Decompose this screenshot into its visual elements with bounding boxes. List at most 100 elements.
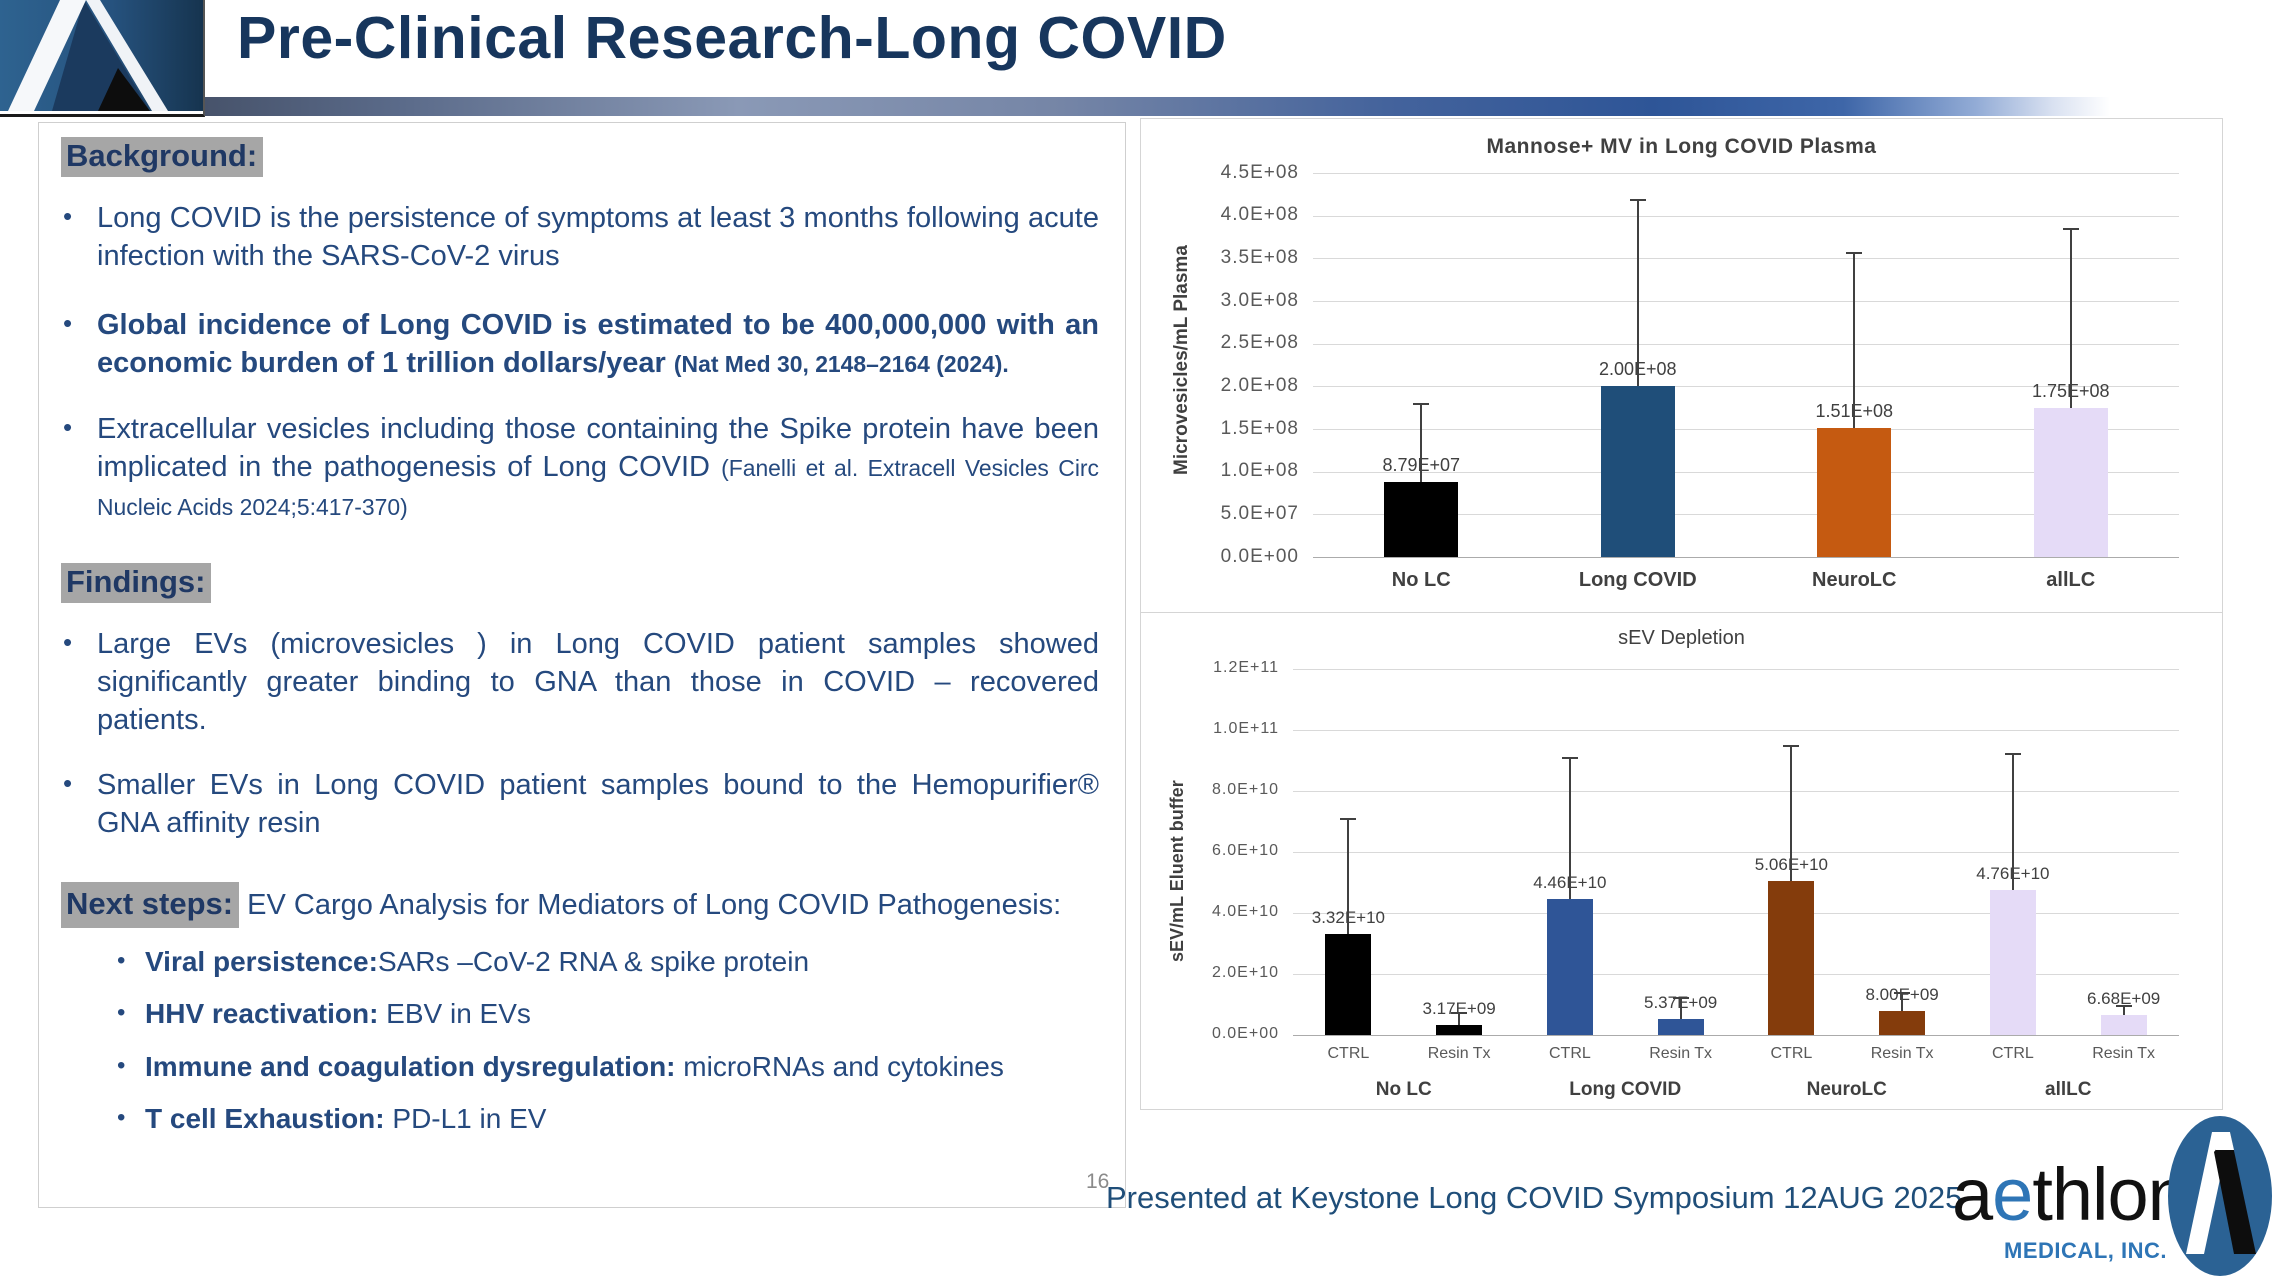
- value-label: 8.00E+09: [1865, 984, 1939, 1004]
- error-bar-cap: [1783, 745, 1800, 748]
- sub-category-label: Resin Tx: [1649, 1045, 1713, 1062]
- category-label: No LC: [1391, 569, 1451, 591]
- gridline: [1313, 301, 2179, 302]
- value-label: 4.46E+10: [1533, 872, 1607, 892]
- background-list: Long COVID is the persistence of symptom…: [39, 199, 1099, 525]
- value-label: 1.75E+08: [2031, 380, 2110, 401]
- text-run: Immune and coagulation dysregulation:: [145, 1050, 684, 1082]
- sub-category-label: Resin Tx: [1870, 1045, 1934, 1062]
- bar: [1546, 898, 1593, 1035]
- text-run: Global incidence of Long COVID is estima…: [97, 308, 1099, 379]
- next-steps-paragraph: Next steps: EV Cargo Analysis for Mediat…: [61, 882, 1099, 929]
- sub-category-label: CTRL: [1991, 1045, 2034, 1062]
- value-label: 1.51E+08: [1815, 401, 1894, 422]
- gridline: [1293, 730, 2179, 731]
- bullet-item: Smaller EVs in Long COVID patient sample…: [39, 766, 1099, 843]
- sub-category-label: CTRL: [1327, 1045, 1370, 1062]
- text-run: microRNAs and cytokines: [683, 1050, 1004, 1082]
- group-label: No LC: [1375, 1079, 1432, 1100]
- text-run: Large EVs (microvesicles ) in Long COVID…: [97, 627, 1099, 737]
- gridline: [1313, 514, 2179, 516]
- text-run: PD-L1 in EV: [392, 1103, 547, 1135]
- sub-category-label: CTRL: [1548, 1045, 1591, 1062]
- y-axis-label: Microvesicles/mL Plasma: [1171, 245, 1192, 475]
- y-tick-label: 4.5E+08: [1220, 161, 1299, 183]
- error-bar-cap: [1629, 198, 1646, 201]
- error-bar: [1790, 745, 1793, 881]
- y-tick-label: 3.0E+08: [1220, 289, 1299, 311]
- mountain-a-circle-icon: [2168, 1116, 2272, 1276]
- error-bar-cap: [1413, 403, 1430, 406]
- value-label: 8.79E+07: [1382, 454, 1461, 475]
- bar: [1325, 933, 1372, 1035]
- gridline: [1293, 974, 2179, 975]
- value-label: 4.76E+10: [1976, 863, 2050, 883]
- value-label: 3.17E+09: [1422, 999, 1496, 1019]
- error-bar: [1679, 996, 1682, 1019]
- next-steps-intro: EV Cargo Analysis for Mediators of Long …: [239, 889, 1061, 921]
- bullet-item: Global incidence of Long COVID is estima…: [39, 306, 1099, 383]
- y-tick-label: 1.0E+08: [1220, 460, 1299, 482]
- chart-sev-depletion: sEV Depletion sEV/mL Eluent buffer 0.0E+00…: [1140, 612, 2223, 1110]
- error-bar: [2011, 752, 2014, 890]
- page-number: 16: [1086, 1170, 1110, 1193]
- text-run: Viral persistence:: [145, 946, 378, 978]
- gridline: [1293, 852, 2179, 853]
- gridline: [1293, 669, 2179, 670]
- error-bar: [1458, 1012, 1461, 1026]
- category-label: Long COVID: [1578, 569, 1697, 591]
- y-tick-label: 4.0E+10: [1211, 903, 1279, 920]
- y-tick-label: 4.0E+08: [1220, 204, 1299, 226]
- next-steps-list: Viral persistence:SARs –CoV-2 RNA & spik…: [39, 944, 1099, 1138]
- value-label: 5.37E+09: [1643, 992, 1718, 1012]
- text-run: Long COVID is the persistence of symptom…: [97, 202, 1099, 273]
- y-tick-label: 2.5E+08: [1220, 332, 1299, 354]
- bar: [1768, 880, 1815, 1035]
- gridline: [1313, 429, 2179, 430]
- error-bar-cap: [1561, 757, 1578, 760]
- bar: [1989, 889, 2036, 1035]
- category-label: allLC: [2046, 569, 2096, 591]
- wordmark-accent-letter: e: [1992, 1153, 2033, 1236]
- y-tick-label: 0.0E+00: [1220, 545, 1299, 567]
- gridline: [1313, 386, 2179, 388]
- bullet-item: Large EVs (microvesicles ) in Long COVID…: [39, 625, 1099, 740]
- error-bar: [1901, 992, 1904, 1011]
- error-bar-cap: [1340, 818, 1357, 821]
- text-run: (Nat Med 30, 2148–2164 (2024).: [673, 350, 1009, 377]
- y-tick-label: 5.0E+07: [1220, 502, 1299, 524]
- gridline: [1293, 1035, 2179, 1036]
- aethlon-mark-logo: [0, 0, 205, 117]
- chart-title: sEV Depletion: [1618, 627, 1745, 649]
- text-run: T cell Exhaustion:: [145, 1103, 393, 1135]
- y-tick-label: 2.0E+10: [1211, 964, 1279, 981]
- next-steps-heading: Next steps:: [61, 882, 240, 929]
- gridline: [1313, 173, 2179, 174]
- error-bar-cap: [2004, 752, 2021, 755]
- bar: [1384, 481, 1459, 557]
- chart-mannose-mv: Mannose+ MV in Long COVID Plasma Microves…: [1140, 118, 2223, 613]
- value-label: 6.68E+09: [2086, 988, 2161, 1008]
- bullet-item: Immune and coagulation dysregulation: mi…: [39, 1049, 1099, 1085]
- text-run: Extracellular vesicles including those c…: [97, 413, 1099, 484]
- group-label: allLC: [2045, 1079, 2092, 1100]
- findings-list: Large EVs (microvesicles ) in Long COVID…: [39, 625, 1099, 842]
- chart-title: Mannose+ MV in Long COVID Plasma: [1486, 135, 1877, 158]
- bar: [1657, 1018, 1704, 1035]
- category-label: NeuroLC: [1812, 569, 1897, 591]
- mountain-a-icon: [0, 0, 203, 111]
- text-run: Smaller EVs in Long COVID patient sample…: [97, 768, 1099, 839]
- bar: [1436, 1025, 1483, 1035]
- bar: [1817, 428, 1892, 557]
- error-bar-cap: [1451, 1012, 1468, 1015]
- value-label: 3.32E+10: [1311, 907, 1386, 927]
- error-bar-cap: [1894, 992, 1911, 995]
- text-run: HHV reactivation:: [145, 998, 387, 1030]
- error-bar-cap: [1672, 996, 1689, 999]
- bullet-item: Viral persistence:SARs –CoV-2 RNA & spik…: [39, 944, 1099, 980]
- aethlon-wordmark: aethlon: [1952, 1158, 2189, 1232]
- bullet-item: Extracellular vesicles including those c…: [39, 410, 1099, 525]
- wordmark-prefix: a: [1952, 1153, 1993, 1236]
- error-bar: [1853, 251, 1856, 429]
- bullet-item: HHV reactivation: EBV in EVs: [39, 996, 1099, 1032]
